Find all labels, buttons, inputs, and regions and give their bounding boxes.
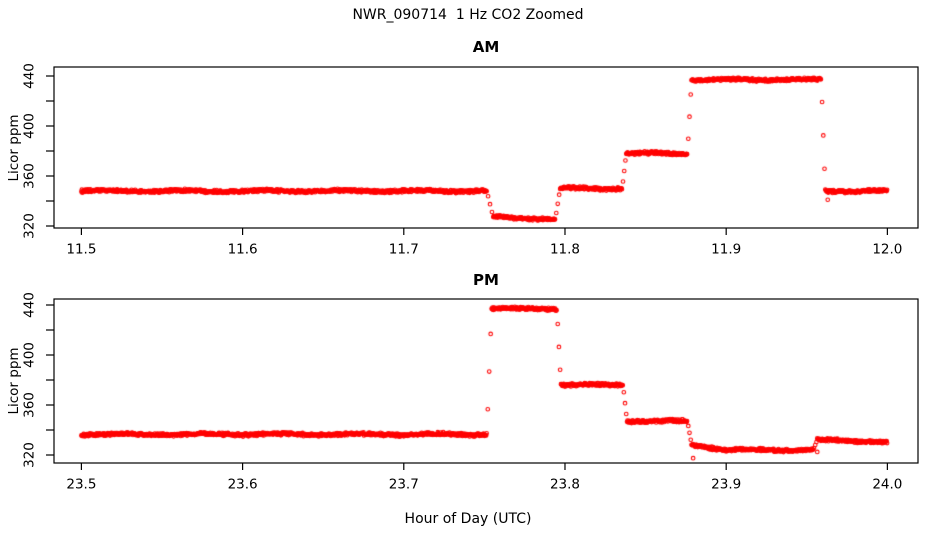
x-tick-label: 11.5 xyxy=(66,242,96,258)
x-tick-label: 23.9 xyxy=(711,477,741,493)
x-tick-label: 23.5 xyxy=(66,477,96,493)
y-tick-label: 440 xyxy=(22,63,38,89)
chart-main-title: NWR_090714 1 Hz CO2 Zoomed xyxy=(352,7,584,23)
x-tick-label: 23.6 xyxy=(228,477,258,493)
y-tick-label: 360 xyxy=(22,163,38,189)
x-tick-label: 12.0 xyxy=(872,242,902,258)
x-tick-label: 23.8 xyxy=(550,477,580,493)
y-tick-label: 400 xyxy=(22,342,38,368)
x-tick-label: 11.6 xyxy=(228,242,258,258)
x-tick-label: 23.7 xyxy=(389,477,419,493)
x-tick-label: 24.0 xyxy=(872,477,902,493)
y-tick-label: 320 xyxy=(22,442,38,468)
y-tick-label: 440 xyxy=(22,292,38,318)
pm-panel-title: PM xyxy=(473,271,499,289)
am-panel-title: AM xyxy=(472,38,500,56)
pm-scatter-points xyxy=(54,299,918,463)
y-tick-label: 360 xyxy=(22,392,38,418)
x-axis-label: Hour of Day (UTC) xyxy=(404,511,532,527)
y-tick-label: 320 xyxy=(22,213,38,239)
am-scatter-points xyxy=(54,67,918,228)
x-tick-label: 11.7 xyxy=(389,242,419,258)
x-tick-label: 11.8 xyxy=(550,242,580,258)
x-tick-label: 11.9 xyxy=(711,242,741,258)
y-tick-label: 400 xyxy=(22,113,38,139)
